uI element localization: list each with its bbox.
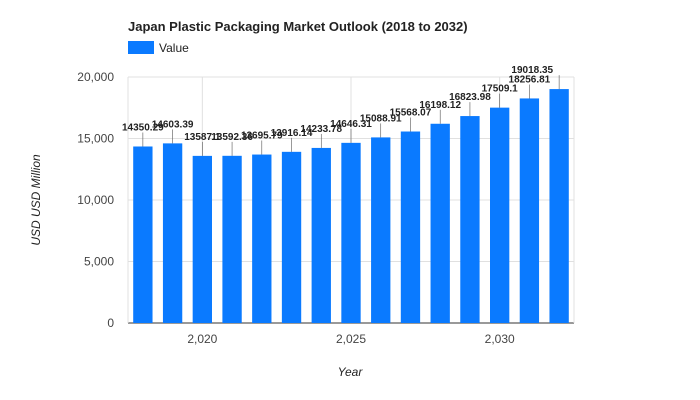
y-tick-label: 10,000 [77,193,114,207]
x-axis-ticks: 2,020 2,025 2,030 [187,332,515,346]
bar-2031 [519,98,540,323]
data-label-2022: 13695.79 [241,131,283,142]
x-tick-label: 2,025 [336,332,366,346]
data-label-2023: 13916.14 [271,128,313,139]
y-tick-label: 15,000 [77,132,114,146]
data-label-2021: 13592.36 [211,132,253,143]
bar-2021 [222,155,242,323]
data-label-2026: 15088.91 [360,113,402,124]
bars [133,89,569,324]
y-axis-title: USD USD Million [29,154,43,246]
data-label-2027: 15568.07 [390,108,432,119]
bar-2019 [162,143,183,323]
y-tick-label: 20,000 [77,70,114,84]
y-tick-label: 5,000 [84,255,114,269]
x-tick-label: 2,030 [485,332,515,346]
bar-2024 [311,147,331,323]
x-axis-title: Year [338,365,364,379]
data-label-2025: 14646.31 [330,119,372,130]
bar-2026 [371,137,391,323]
bar-2032 [549,89,569,323]
x-tick-label: 2,020 [187,332,217,346]
data-label-2029: 16823.98 [449,92,491,103]
bar-2028 [430,123,450,323]
data-label-2024: 14233.78 [300,124,342,135]
legend: Value [128,41,189,55]
bar-2020 [192,155,212,323]
bar-2025 [341,142,361,323]
bar-2027 [400,131,421,323]
chart-title: Japan Plastic Packaging Market Outlook (… [128,19,468,34]
y-axis-ticks: 0 5,000 10,000 15,000 20,000 [77,70,114,330]
data-label-2018: 14350.29 [122,122,164,133]
data-label-2020: 13587.1 [184,132,221,143]
data-label-2031: 18256.81 [509,74,551,85]
bar-2022 [252,154,272,323]
legend-swatch [128,41,154,54]
bar-2030 [490,107,510,324]
data-label-2032: 19018.35 [511,65,553,76]
bar-2023 [281,151,302,323]
bar-2029 [460,116,480,323]
bar-2018 [133,146,153,323]
data-label-2019: 14603.39 [152,119,194,130]
data-labels: 14350.2914603.3913587.113592.3613695.791… [122,65,560,156]
y-tick-label: 0 [107,316,114,330]
data-label-2030: 17509.1 [482,84,519,95]
data-label-2028: 16198.12 [419,100,461,111]
legend-label: Value [159,41,189,55]
